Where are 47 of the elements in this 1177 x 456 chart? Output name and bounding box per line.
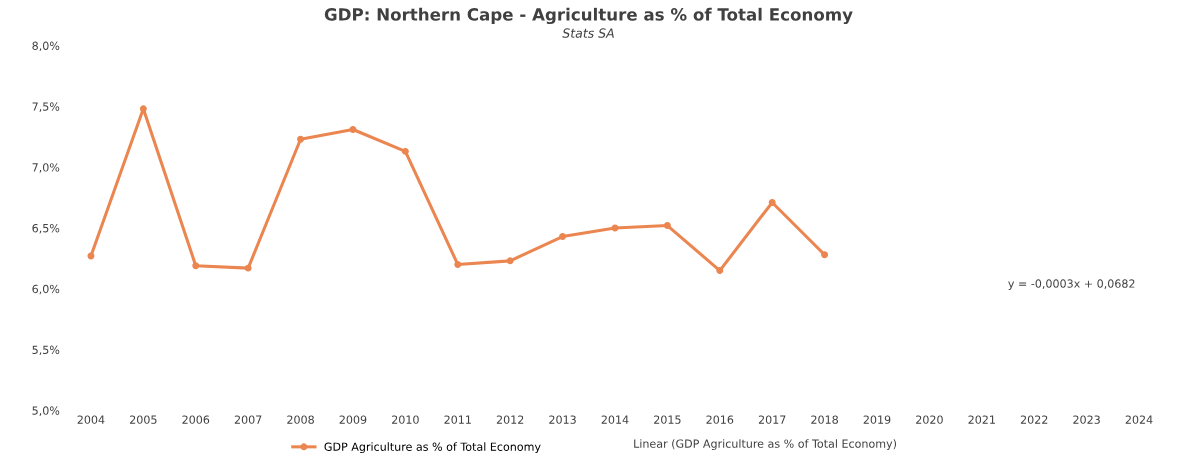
x-tick-label: 2008 — [287, 415, 314, 424]
x-tick-label: 2009 — [339, 415, 367, 424]
point — [559, 233, 567, 240]
y-tick-label: 8,0% — [32, 41, 60, 52]
legend-label: GDP Agriculture as % of Total Economy — [324, 442, 541, 454]
chart-title: GDP: Northern Cape - Agriculture as % of Total Economy — [324, 7, 853, 25]
annotation: y = -0,0003x + 0,0682 — [1008, 279, 1135, 290]
point — [244, 264, 252, 272]
x-tick-label: 2005 — [130, 415, 157, 424]
y-tick-label: 6,0% — [32, 284, 60, 295]
y-tick-label: 7,0% — [32, 163, 60, 173]
x-tick-label: 2023 — [1073, 415, 1100, 424]
x-tick-label: 2015 — [654, 415, 681, 424]
x-tick-label: 2022 — [1020, 415, 1048, 424]
y-tick-label: 5,5% — [32, 345, 60, 356]
x-tick-label: 2014 — [601, 415, 629, 424]
point — [821, 251, 829, 259]
point — [663, 222, 671, 230]
x-tick-label: 2006 — [182, 415, 210, 424]
text: Linear (GDP Agriculture as % of Total Economy) — [634, 439, 897, 450]
y-tick-label: 6,5% — [32, 223, 60, 234]
point — [454, 261, 462, 268]
y-tick-label: 5,0% — [32, 406, 60, 416]
x-tick-label: 2017 — [758, 415, 786, 424]
x-tick-label: 2018 — [811, 415, 838, 424]
x-tick-label: 2010 — [392, 415, 419, 424]
x-tick-label: 2024 — [1125, 415, 1153, 424]
point — [506, 257, 514, 265]
point — [349, 126, 357, 133]
x-tick-label: 2021 — [968, 415, 995, 424]
point — [139, 105, 147, 113]
y-tick-label: 7,5% — [32, 102, 60, 112]
point — [401, 147, 409, 155]
x-tick-label: 2011 — [444, 415, 471, 424]
point — [716, 267, 724, 275]
point — [768, 198, 776, 206]
x-tick-label: 2012 — [496, 415, 524, 424]
chart-subtitle: Stats SA — [562, 28, 614, 38]
point — [192, 262, 200, 270]
x-tick-label: 2020 — [916, 415, 943, 424]
x-tick-label: 2004 — [77, 415, 105, 424]
point — [297, 135, 305, 143]
x-tick-label: 2016 — [706, 415, 734, 424]
x-tick-label: 2013 — [549, 415, 576, 424]
point — [87, 252, 95, 260]
x-tick-label: 2019 — [863, 415, 891, 424]
x-tick-label: 2007 — [234, 415, 262, 424]
